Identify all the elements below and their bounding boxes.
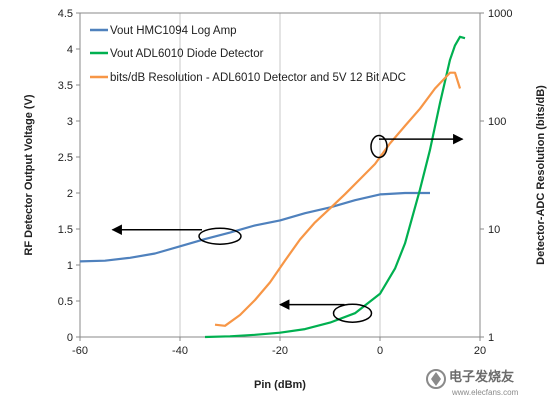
legend-label-resolution: bits/dB Resolution - ADL6010 Detector an… [110,72,406,84]
grid [179,13,381,337]
right-y-tick-label: 1000 [488,8,512,20]
watermark-text: 电子发烧友 [449,369,514,384]
left-y-tick-label: 3 [67,116,73,128]
legend-label-adl6010: Vout ADL6010 Diode Detector [110,48,264,60]
left-y-tick-label: 1.5 [58,224,73,236]
x-tick-label: -60 [72,345,88,357]
right-y-tick-label: 1 [488,332,494,344]
x-tick-label: -40 [172,345,188,357]
left-y-tick-label: 4.5 [58,8,73,20]
series-lines [79,35,466,339]
series-line-resolution [214,71,462,327]
right-y-ticks: 1 10 100 1000 [480,8,512,344]
annotation-ellipse-hmc1094 [198,227,242,245]
x-tick-label: 0 [377,345,383,357]
left-y-tick-label: 2.5 [58,152,73,164]
annotations [111,133,464,323]
right-y-tick-label: 10 [488,224,500,236]
right-y-axis-title: Detector-ADC Resolution (bits/dB) [535,85,547,265]
x-tick-label: 20 [474,345,486,357]
series-line-adl6010 [204,35,466,339]
right-y-tick-label: 100 [488,116,506,128]
left-y-axis-title: RF Detector Output Voltage (V) [23,94,35,255]
legend-label-hmc1094: Vout HMC1094 Log Amp [110,25,237,37]
x-axis-title: Pin (dBm) [254,379,306,391]
left-y-tick-label: 1 [67,260,73,272]
legend: Vout HMC1094 Log Amp Vout ADL6010 Diode … [90,25,406,84]
left-y-ticks: 0 0.5 1 1.5 2 2.5 3 3.5 4 4.5 [58,8,80,344]
annotation-ellipse-resolution [370,134,388,159]
x-ticks: -60 -40 -20 0 20 [72,337,486,357]
watermark-logo-icon [426,369,446,389]
left-y-tick-label: 0.5 [58,296,73,308]
watermark-url: www.elecfans.com [451,388,519,397]
left-y-tick-label: 4 [67,44,73,56]
left-y-tick-label: 0 [67,332,73,344]
series-line-hmc1094 [79,191,430,263]
watermark: 电子发烧友 www.elecfans.com [426,369,519,397]
left-y-tick-label: 2 [67,188,73,200]
annotation-ellipse-adl6010 [332,303,373,323]
x-tick-label: -20 [272,345,288,357]
watermark-logo-mark [431,372,441,386]
left-y-tick-label: 3.5 [58,80,73,92]
